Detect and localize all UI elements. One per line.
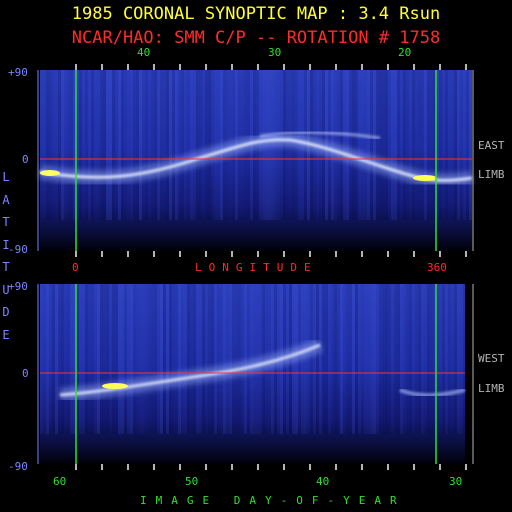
latitude-letter: L — [2, 170, 10, 184]
top-tick-label-20: 20 — [398, 46, 412, 59]
bottom-lat-label-0: 0 — [22, 367, 29, 380]
day-tick-label-30: 30 — [449, 475, 463, 488]
longitude-axis-label: LONGITUDE — [195, 261, 318, 274]
map-title: 1985 CORONAL SYNOPTIC MAP : 3.4 Rsun — [71, 4, 441, 24]
latitude-letter: A — [2, 192, 10, 207]
map-subtitle: NCAR/HAO: SMM C/P -- ROTATION # 1758 — [71, 28, 441, 48]
bottom-streamer-right — [399, 388, 466, 398]
day-tick-label-40: 40 — [316, 475, 330, 488]
bottom-hotspot — [102, 383, 128, 389]
latitude-letter: D — [2, 305, 10, 319]
top-panel-background — [40, 70, 472, 251]
day-tick-label-50: 50 — [185, 475, 199, 488]
top-lat-label-plus90: +90 — [8, 66, 28, 79]
east-label: EAST — [478, 139, 505, 152]
bottom-panel — [37, 284, 474, 470]
top-ticks — [75, 64, 467, 257]
latitude-letter: E — [2, 327, 10, 342]
day-tick-label-60: 60 — [53, 475, 67, 488]
latitude-letter: T — [2, 215, 10, 229]
bottom-ticks — [75, 464, 467, 470]
top-limb-label: LIMB — [478, 168, 505, 181]
top-hotspot-right — [413, 175, 437, 181]
top-lat-label-0: 0 — [22, 153, 29, 166]
bottom-limb-label: LIMB — [478, 382, 505, 395]
latitude-letter: I — [2, 237, 10, 252]
bottom-streamer-core — [59, 343, 321, 397]
top-tick-label-40: 40 — [137, 46, 151, 59]
top-hotspot-left — [40, 170, 60, 176]
bottom-panel-background — [40, 284, 465, 464]
top-streamer-upper — [259, 130, 381, 140]
bottom-lat-label-minus90: -90 — [8, 460, 28, 473]
bottom-lat-label-plus90: +90 — [8, 280, 28, 293]
top-tick-label-30: 30 — [268, 46, 282, 59]
top-lat-label-minus90: -90 — [8, 243, 28, 256]
latitude-letter: T — [2, 260, 10, 274]
latitude-letter: U — [2, 282, 10, 297]
longitude-0-label: 0 — [72, 261, 79, 274]
west-label: WEST — [478, 352, 505, 365]
top-panel — [37, 64, 474, 257]
longitude-360-label: 360 — [427, 261, 447, 274]
day-of-year-axis-label: IMAGE DAY-OF-YEAR — [140, 494, 406, 507]
